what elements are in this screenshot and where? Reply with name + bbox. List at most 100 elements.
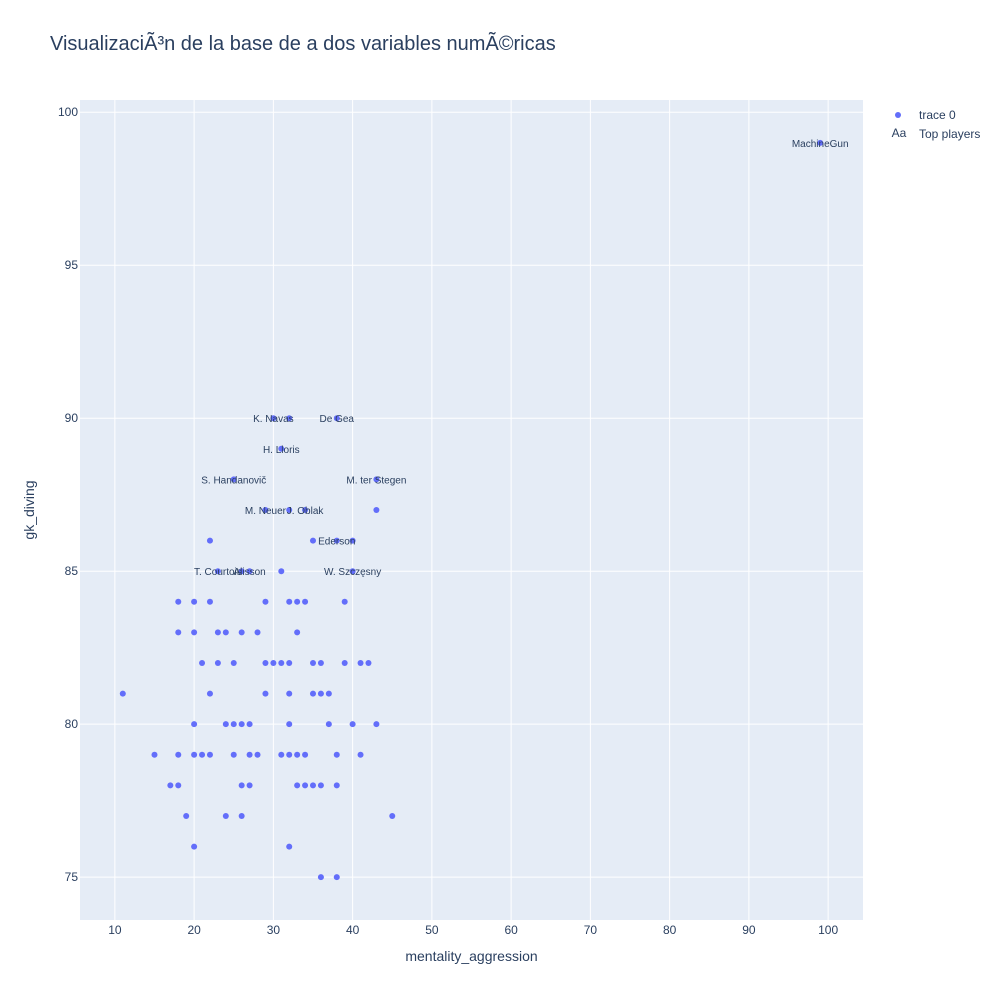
data-point[interactable]	[151, 751, 158, 758]
data-point[interactable]	[262, 507, 269, 513]
data-point[interactable]	[302, 751, 309, 758]
data-point[interactable]	[325, 690, 332, 697]
data-point[interactable]	[175, 598, 182, 605]
data-point[interactable]	[286, 415, 293, 422]
data-point[interactable]	[317, 782, 324, 789]
data-point[interactable]	[294, 751, 301, 758]
data-point[interactable]	[341, 598, 348, 605]
data-point[interactable]	[278, 751, 285, 758]
data-point[interactable]	[191, 598, 198, 605]
data-point[interactable]	[373, 476, 380, 483]
data-point[interactable]	[309, 659, 316, 666]
data-point[interactable]	[230, 659, 237, 666]
data-point[interactable]	[230, 751, 237, 758]
data-point[interactable]	[333, 751, 340, 758]
data-point[interactable]	[302, 507, 309, 513]
data-point[interactable]	[167, 782, 174, 789]
data-point[interactable]	[333, 415, 340, 422]
point-label: J. Oblak	[287, 506, 325, 517]
x-tick-label: 20	[187, 923, 201, 937]
data-point[interactable]	[286, 751, 293, 758]
data-point[interactable]	[246, 721, 253, 728]
data-point[interactable]	[302, 598, 309, 605]
legend-item-label[interactable]: Top players	[919, 127, 980, 141]
data-point[interactable]	[373, 721, 380, 728]
data-point[interactable]	[206, 751, 213, 758]
data-point[interactable]	[175, 782, 182, 789]
data-point[interactable]	[199, 659, 206, 666]
point-label: MachineGun	[792, 139, 849, 150]
legend-item-label[interactable]: trace 0	[919, 108, 956, 122]
data-point[interactable]	[294, 782, 301, 789]
data-point[interactable]	[191, 843, 198, 850]
data-point[interactable]	[373, 507, 380, 513]
data-point[interactable]	[191, 629, 198, 636]
data-point[interactable]	[286, 843, 293, 850]
data-point[interactable]	[262, 659, 269, 666]
data-point[interactable]	[175, 751, 182, 758]
data-point[interactable]	[357, 659, 364, 666]
data-point[interactable]	[349, 721, 356, 728]
data-point[interactable]	[230, 721, 237, 728]
data-point[interactable]	[286, 659, 293, 666]
data-point[interactable]	[206, 598, 213, 605]
data-point[interactable]	[333, 874, 340, 881]
data-point[interactable]	[286, 598, 293, 605]
data-point[interactable]	[238, 721, 245, 728]
data-point[interactable]	[238, 812, 245, 819]
data-point[interactable]	[214, 659, 221, 666]
data-point[interactable]	[309, 690, 316, 697]
data-point[interactable]	[286, 507, 293, 513]
data-point[interactable]	[294, 629, 301, 636]
data-point[interactable]	[175, 629, 182, 636]
data-point[interactable]	[246, 751, 253, 758]
data-point[interactable]	[333, 537, 340, 544]
data-point[interactable]	[230, 476, 237, 483]
data-point[interactable]	[254, 751, 261, 758]
data-point[interactable]	[357, 751, 364, 758]
data-point[interactable]	[294, 598, 301, 605]
data-point[interactable]	[349, 537, 356, 544]
data-point[interactable]	[238, 568, 245, 575]
data-point[interactable]	[254, 629, 261, 636]
data-point[interactable]	[238, 629, 245, 636]
data-point[interactable]	[214, 568, 221, 575]
data-point[interactable]	[262, 598, 269, 605]
data-point[interactable]	[119, 690, 126, 697]
data-point[interactable]	[191, 721, 198, 728]
data-point[interactable]	[389, 812, 396, 819]
data-point[interactable]	[325, 721, 332, 728]
data-point[interactable]	[270, 415, 277, 422]
data-point[interactable]	[222, 812, 229, 819]
data-point[interactable]	[317, 690, 324, 697]
data-point[interactable]	[206, 690, 213, 697]
data-point[interactable]	[817, 139, 824, 146]
data-point[interactable]	[302, 782, 309, 789]
data-point[interactable]	[191, 751, 198, 758]
data-point[interactable]	[286, 721, 293, 728]
data-point[interactable]	[278, 445, 285, 452]
data-point[interactable]	[317, 659, 324, 666]
data-point[interactable]	[278, 659, 285, 666]
data-point[interactable]	[222, 721, 229, 728]
data-point[interactable]	[309, 782, 316, 789]
data-point[interactable]	[238, 782, 245, 789]
data-point[interactable]	[246, 782, 253, 789]
data-point[interactable]	[333, 782, 340, 789]
legend[interactable]: trace 0 Aa Top players	[892, 108, 981, 141]
data-point[interactable]	[309, 537, 316, 544]
data-point[interactable]	[246, 568, 253, 575]
data-point[interactable]	[199, 751, 206, 758]
data-point[interactable]	[183, 812, 190, 819]
data-point[interactable]	[262, 690, 269, 697]
data-point[interactable]	[270, 659, 277, 666]
data-point[interactable]	[365, 659, 372, 666]
data-point[interactable]	[214, 629, 221, 636]
data-point[interactable]	[206, 537, 213, 544]
data-point[interactable]	[341, 659, 348, 666]
data-point[interactable]	[349, 568, 356, 575]
data-point[interactable]	[222, 629, 229, 636]
data-point[interactable]	[278, 568, 285, 575]
data-point[interactable]	[286, 690, 293, 697]
data-point[interactable]	[317, 874, 324, 881]
